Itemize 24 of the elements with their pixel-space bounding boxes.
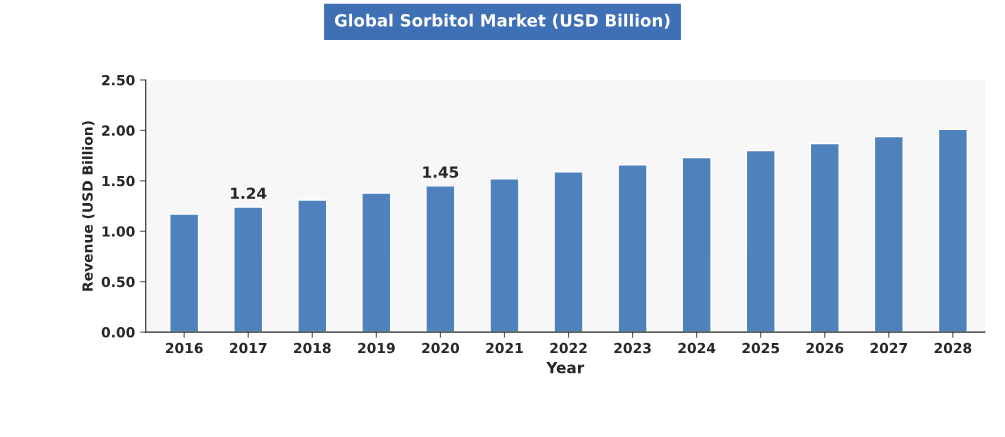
x-tick-label: 2023 xyxy=(614,342,651,354)
x-tick-label: 2019 xyxy=(358,342,395,354)
x-tick-label: 2025 xyxy=(742,342,780,354)
chart-title: Global Sorbitol Market (USD Billion) xyxy=(334,13,670,29)
y-tick-label: 0.50 xyxy=(101,276,135,288)
y-tick-label: 1.00 xyxy=(102,226,135,237)
y-axis-title: Revenue (USD Billion) xyxy=(82,121,95,291)
x-axis-title: Year xyxy=(546,362,585,374)
y-tick-label: 0.00 xyxy=(101,327,135,338)
x-tick-label: 2020 xyxy=(422,342,460,354)
x-tick-label: 2026 xyxy=(806,342,844,354)
x-tick-label: 2017 xyxy=(229,342,267,354)
x-tick-label: 2021 xyxy=(486,342,523,354)
x-tick-label: 2027 xyxy=(870,342,908,354)
x-tick-label: 2018 xyxy=(294,342,331,354)
x-tick-label: 2022 xyxy=(550,342,587,354)
x-tick-label: 2016 xyxy=(165,342,203,354)
x-tick-label: 2024 xyxy=(678,342,716,354)
x-tick-label: 2028 xyxy=(934,342,972,354)
data-label: 1.45 xyxy=(423,166,459,178)
y-tick-label: 1.50 xyxy=(102,175,135,187)
data-label: 1.24 xyxy=(231,187,267,199)
y-tick-label: 2.00 xyxy=(102,125,135,136)
y-tick-label: 2.50 xyxy=(102,74,135,86)
